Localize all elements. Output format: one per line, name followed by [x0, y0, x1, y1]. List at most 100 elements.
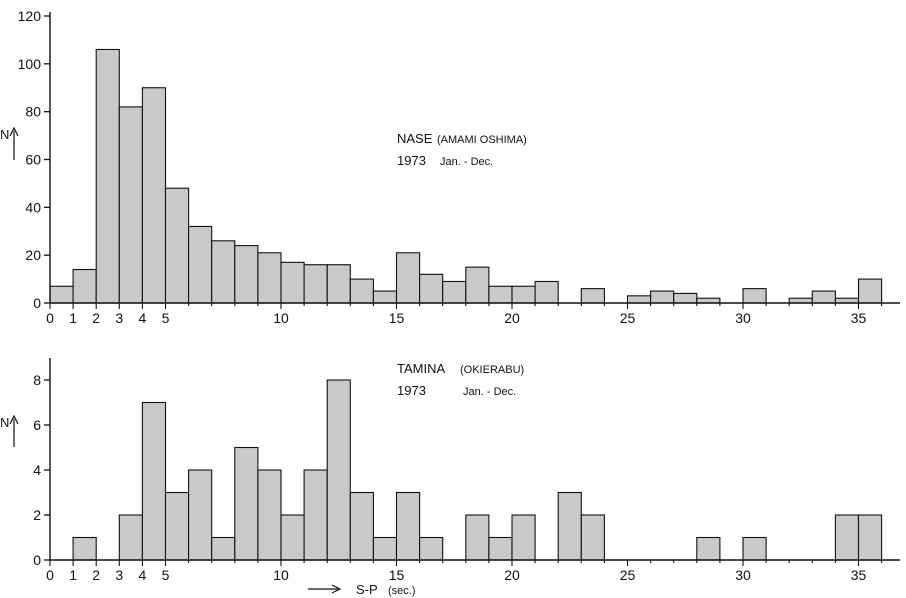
tamina-region-label: (OKIERABU) [460, 364, 524, 376]
tamina-period-label: Jan. - Dec. [463, 386, 516, 398]
x-axis-arrow-icon [308, 584, 342, 594]
tamina-x-tick-label: 30 [735, 567, 751, 583]
nase-x-tick-label: 35 [851, 310, 867, 326]
nase-bar [788, 297, 813, 304]
nase-x-tick-label: 2 [92, 310, 100, 326]
nase-bar [650, 290, 675, 304]
nase-x-tick-label: 15 [389, 310, 405, 326]
nase-bar [696, 297, 721, 304]
tamina-bar [118, 514, 143, 561]
tamina-bar [857, 514, 883, 561]
nase-bar [626, 295, 652, 304]
tamina-x-tick-label: 1 [69, 567, 77, 583]
nase-bar [742, 288, 767, 304]
nase-x-tick-label: 20 [504, 310, 520, 326]
nase-y-tick-label: 120 [18, 8, 42, 24]
tamina-x-tick-label: 35 [851, 567, 867, 583]
tamina-bar [257, 469, 282, 561]
nase-bar [857, 278, 883, 304]
nase-x-tick-label: 10 [273, 310, 289, 326]
nase-y-tick-label: 80 [25, 104, 41, 120]
tamina-y-tick-label: 4 [33, 462, 41, 478]
tamina-x-tick-label: 20 [504, 567, 520, 583]
tamina-y-tick-label: 0 [33, 552, 41, 568]
tamina-bar [303, 469, 328, 561]
nase-bar [164, 187, 190, 304]
tamina-y-tick-label: 8 [33, 372, 41, 388]
tamina-bar [164, 491, 190, 561]
nase-y-tick-label: 60 [25, 152, 41, 168]
tamina-bar [834, 514, 860, 561]
tamina-x-tick-label: 4 [139, 567, 147, 583]
tamina-y-axis-label: N [0, 415, 9, 430]
nase-x-tick-label: 25 [620, 310, 636, 326]
nase-bar [326, 264, 351, 304]
tamina-bar [72, 536, 97, 561]
nase-bar [188, 225, 213, 304]
tamina-x-tick-label: 2 [92, 567, 100, 583]
tamina-x-tick-label: 3 [115, 567, 123, 583]
x-axis-unit-label: (sec.) [388, 585, 416, 597]
nase-bar [811, 290, 836, 304]
nase-bar [372, 290, 398, 304]
tamina-x-tick-label: 15 [389, 567, 405, 583]
nase-x-tick-label: 4 [139, 310, 147, 326]
tamina-bar [349, 491, 374, 561]
nase-bar [303, 264, 328, 304]
nase-bar [118, 106, 143, 304]
nase-bar [465, 266, 490, 304]
tamina-x-tick-label: 10 [273, 567, 289, 583]
nase-bar [49, 285, 74, 304]
x-axis-label: S-P [356, 582, 378, 597]
nase-x-tick-label: 30 [735, 310, 751, 326]
tamina-year-label: 1973 [397, 383, 426, 398]
tamina-x-tick-label: 25 [620, 567, 636, 583]
nase-y-tick-label: 40 [25, 199, 41, 215]
nase-bar [580, 288, 605, 304]
nase-bar [72, 268, 97, 304]
nase-bar [95, 48, 120, 304]
tamina-bar [742, 536, 767, 561]
nase-bar [141, 87, 167, 304]
tamina-x-tick-label: 5 [162, 567, 170, 583]
tamina-station-label: TAMINA [397, 361, 445, 376]
nase-x-tick-label: 3 [115, 310, 123, 326]
nase-y-arrow-icon [9, 126, 19, 160]
tamina-x-tick-label: 0 [46, 567, 54, 583]
tamina-bar [395, 491, 421, 561]
tamina-bar [280, 514, 305, 561]
nase-y-tick-label: 20 [25, 247, 41, 263]
tamina-bar [234, 446, 259, 561]
nase-bar [234, 245, 259, 304]
tamina-bar [326, 379, 351, 561]
nase-bar [834, 297, 860, 304]
nase-bar [419, 273, 444, 304]
nase-bar [673, 292, 698, 304]
nase-bar [442, 280, 467, 304]
nase-bar [395, 252, 421, 304]
tamina-bar [511, 514, 536, 561]
tamina-bar [557, 491, 582, 561]
nase-y-tick-label: 100 [18, 56, 42, 72]
tamina-bar [696, 536, 721, 561]
tamina-y-tick-label: 2 [33, 507, 41, 523]
nase-period-label: Jan. - Dec. [440, 156, 493, 168]
nase-bar [511, 285, 536, 304]
tamina-bar [141, 401, 167, 561]
nase-x-tick-label: 0 [46, 310, 54, 326]
nase-year-label: 1973 [397, 153, 426, 168]
nase-region-label: (AMAMI OSHIMA) [437, 134, 527, 146]
nase-y-axis-label: N [0, 127, 9, 142]
nase-bar [534, 280, 559, 304]
nase-station-label: NASE [397, 131, 433, 146]
nase-bar [349, 278, 374, 304]
nase-bar [280, 261, 305, 304]
tamina-bar [419, 536, 444, 561]
tamina-y-arrow-icon [9, 414, 19, 447]
tamina-bar [188, 469, 213, 561]
tamina-y-tick-label: 6 [33, 417, 41, 433]
tamina-bar [372, 536, 398, 561]
